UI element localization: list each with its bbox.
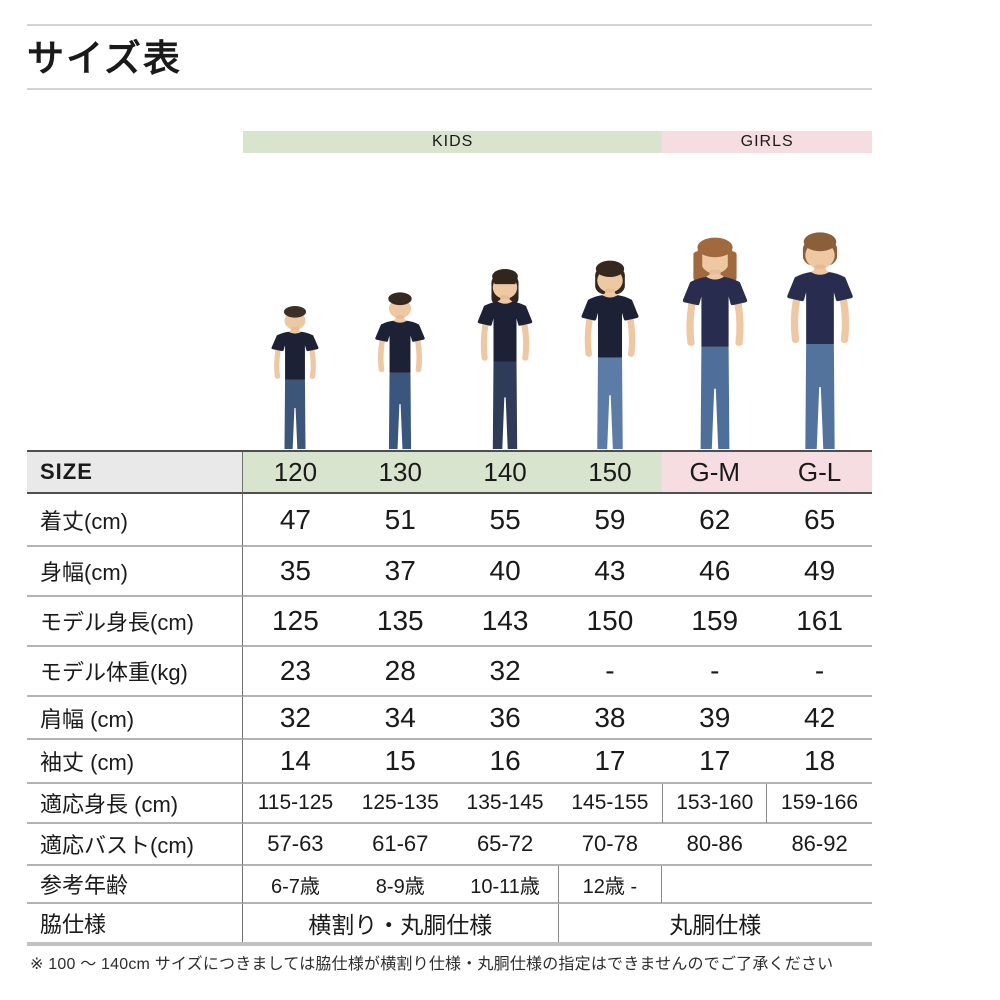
cell-reference-age-G-L (767, 866, 872, 904)
cell-body-width-150: 43 (557, 547, 663, 597)
cell-sleeve-length-G-L: 18 (767, 740, 872, 784)
cell-model-height-120: 125 (243, 597, 348, 647)
size-table: SIZE 120 130 140 150 G-M G-L 着丈(cm) 47 51 55 59 62 65… (27, 450, 872, 946)
cell-sleeve-length-120: 14 (243, 740, 348, 784)
row-label-reference-age: 参考年齢 (27, 866, 243, 904)
cell-fit-bust-130: 61-67 (347, 824, 453, 866)
category-band-kids: KIDS (243, 131, 663, 153)
cell-fit-bust-G-M: 80-86 (662, 824, 768, 866)
cell-fit-bust-140: 65-72 (452, 824, 558, 866)
cell-model-weight-120: 23 (243, 647, 348, 697)
model-photo-120 (257, 302, 333, 449)
size-col-header-G-M: G-M (662, 452, 768, 494)
cell-reference-age-G-M (662, 866, 768, 904)
cell-body-length-140: 55 (452, 494, 558, 547)
row-label-body-width: 身幅(cm) (27, 547, 243, 597)
cell-sleeve-length-G-M: 17 (662, 740, 768, 784)
model-photo-140 (461, 264, 549, 449)
cell-body-width-130: 37 (347, 547, 453, 597)
cell-body-width-G-M: 46 (662, 547, 768, 597)
cell-fit-bust-120: 57-63 (243, 824, 348, 866)
cell-fit-height-120: 115-125 (243, 784, 348, 824)
cell-model-weight-G-M: - (662, 647, 768, 697)
cell-model-weight-140: 32 (452, 647, 558, 697)
cell-body-length-G-M: 62 (662, 494, 768, 547)
category-band: KIDS GIRLS (243, 131, 872, 153)
model-photo-130 (360, 288, 440, 449)
cell-shoulder-width-G-M: 39 (662, 697, 768, 740)
row-label-body-length: 着丈(cm) (27, 494, 243, 547)
size-col-header-130: 130 (347, 452, 453, 494)
cell-reference-age-150: 12歳 - (557, 866, 663, 904)
cell-shoulder-width-150: 38 (557, 697, 663, 740)
row-label-model-weight: モデル体重(kg) (27, 647, 243, 697)
title-bottom-divider (27, 88, 872, 90)
row-label-model-height: モデル身長(cm) (27, 597, 243, 647)
page-title: サイズ表 (27, 38, 182, 79)
cell-body-width-120: 35 (243, 547, 348, 597)
cell-body-length-130: 51 (347, 494, 453, 547)
size-table-corner: SIZE (27, 452, 243, 494)
cell-shoulder-width-G-L: 42 (767, 697, 872, 740)
cell-side-spec-0: 横割り・丸胴仕様 (308, 912, 493, 938)
row-label-shoulder-width: 肩幅 (cm) (27, 697, 243, 740)
cell-model-height-140: 143 (452, 597, 558, 647)
cell-sleeve-length-130: 15 (347, 740, 453, 784)
cell-body-length-G-L: 65 (767, 494, 872, 547)
row-label-fit-height: 適応身長 (cm) (27, 784, 243, 824)
cell-shoulder-width-140: 36 (452, 697, 558, 740)
row-label-fit-bust: 適応バスト(cm) (27, 824, 243, 866)
size-col-header-120: 120 (243, 452, 348, 494)
cell-fit-height-140: 135-145 (452, 784, 558, 824)
cell-body-width-G-L: 49 (767, 547, 872, 597)
cell-shoulder-width-120: 32 (243, 697, 348, 740)
cell-body-width-140: 40 (452, 547, 558, 597)
cell-model-weight-130: 28 (347, 647, 453, 697)
size-col-header-G-L: G-L (767, 452, 872, 494)
cell-model-height-130: 135 (347, 597, 453, 647)
cell-model-height-G-M: 159 (662, 597, 768, 647)
cell-body-length-120: 47 (243, 494, 348, 547)
cell-body-length-150: 59 (557, 494, 663, 547)
model-photo-G-L (767, 227, 873, 449)
cell-sleeve-length-140: 16 (452, 740, 558, 784)
cell-reference-age-130: 8-9歳 (347, 866, 453, 904)
row-label-side-spec: 脇仕様 (27, 904, 243, 942)
size-col-header-150: 150 (557, 452, 663, 494)
model-photo-150 (564, 256, 656, 449)
category-band-girls: GIRLS (662, 131, 872, 153)
title-top-divider (27, 24, 872, 26)
cell-model-weight-150: - (557, 647, 663, 697)
size-col-header-140: 140 (452, 452, 558, 494)
cell-fit-height-G-M: 153-160 (662, 784, 768, 824)
cell-fit-height-150: 145-155 (557, 784, 663, 824)
cell-reference-age-140: 10-11歳 (452, 866, 558, 904)
cell-fit-height-G-L: 159-166 (767, 784, 872, 824)
cell-fit-bust-G-L: 86-92 (767, 824, 872, 866)
cell-shoulder-width-130: 34 (347, 697, 453, 740)
row-label-sleeve-length: 袖丈 (cm) (27, 740, 243, 784)
model-photo-G-M (663, 233, 767, 449)
cell-fit-bust-150: 70-78 (557, 824, 663, 866)
cell-model-height-150: 150 (557, 597, 663, 647)
cell-reference-age-120: 6-7歳 (243, 866, 348, 904)
cell-sleeve-length-150: 17 (557, 740, 663, 784)
footnote: ※ 100 ～ 140cm サイズにつきましては脇仕様が横割り仕様・丸胴仕様の指… (30, 956, 834, 973)
cell-side-spec-1: 丸胴仕様 (557, 904, 873, 942)
cell-model-height-G-L: 161 (767, 597, 872, 647)
cell-model-weight-G-L: - (767, 647, 872, 697)
cell-fit-height-130: 125-135 (347, 784, 453, 824)
